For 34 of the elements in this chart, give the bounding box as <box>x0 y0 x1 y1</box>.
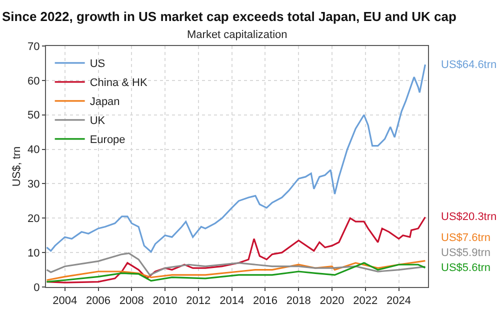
x-tick-label: 2004 <box>52 295 78 308</box>
y-tick-label: 60 <box>28 75 40 88</box>
legend-label: Europe <box>90 134 126 146</box>
x-tick-label: 2020 <box>320 295 344 308</box>
y-tick-label: 20 <box>28 212 40 225</box>
legend-label: UK <box>90 115 106 128</box>
annotation: US$5.9trn <box>441 247 491 259</box>
y-tick-label: 70 <box>28 40 40 53</box>
annotation: US$64.6trn <box>441 59 497 71</box>
legend-label: US <box>90 58 106 70</box>
annotation: US$7.6trn <box>441 232 491 244</box>
x-tick-label: 2008 <box>119 295 144 308</box>
x-tick-label: 2010 <box>152 295 178 308</box>
x-tick-label: 2012 <box>186 295 211 308</box>
x-tick-label: 2006 <box>86 295 110 308</box>
y-tick-label: 10 <box>28 247 40 260</box>
x-tick-label: 2016 <box>252 295 278 308</box>
y-tick-label: 50 <box>28 110 40 122</box>
line-series <box>46 252 426 276</box>
x-tick-label: 2014 <box>220 295 244 308</box>
annotation: US$20.3trn <box>441 211 497 223</box>
chart-subtitle: Market capitalization <box>187 29 288 41</box>
y-tick-label: 40 <box>28 144 40 156</box>
x-tick-label: 2018 <box>286 295 311 308</box>
chart-title: Since 2022, growth in US market cap exceeds total Japan, EU and UK cap <box>2 9 456 24</box>
annotation: US$5.6trn <box>441 262 491 274</box>
legend-label: China & HK <box>90 77 148 90</box>
line-series <box>46 216 426 284</box>
y-tick-label: 30 <box>28 178 40 191</box>
legend-label: Japan <box>90 96 120 108</box>
x-tick-label: 2024 <box>386 295 412 308</box>
x-tick-label: 2022 <box>353 295 378 308</box>
y-axis-title: US$, trn <box>11 146 24 187</box>
y-tick-label: 0 <box>34 282 40 294</box>
